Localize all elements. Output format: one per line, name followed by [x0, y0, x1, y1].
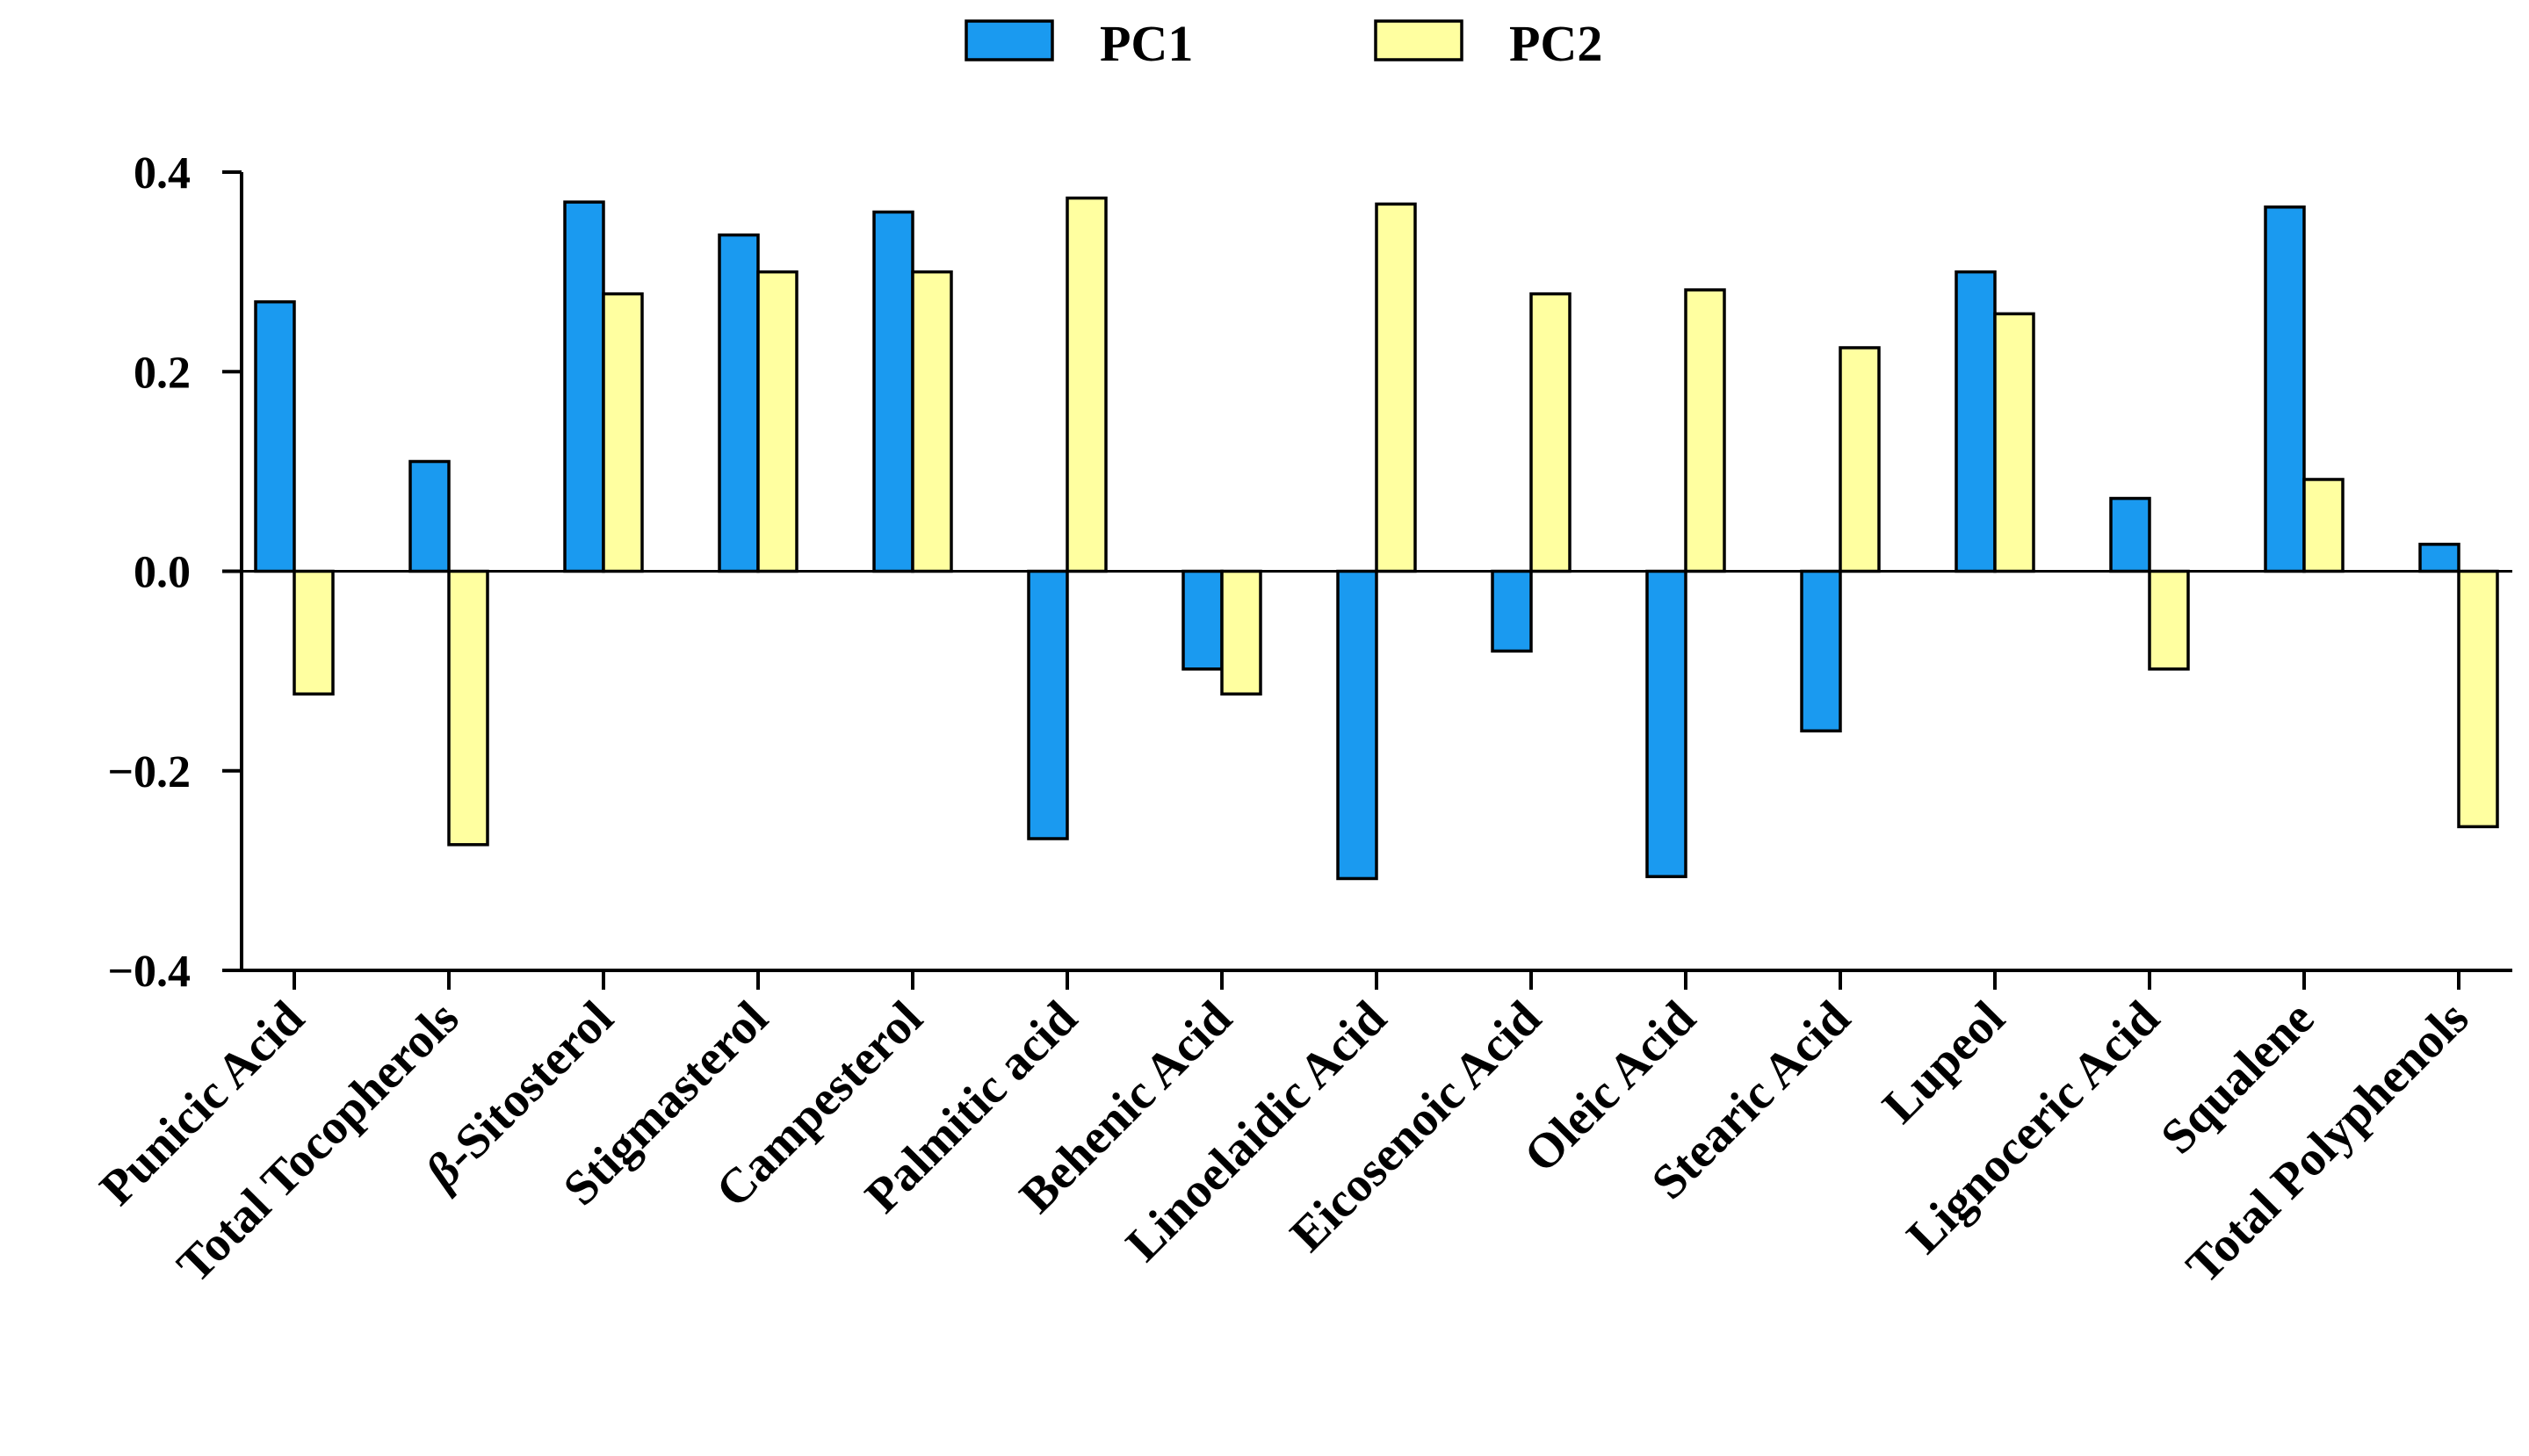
bar-pc1: [2264, 205, 2306, 573]
bars: [254, 196, 2499, 881]
bar-pc2: [293, 569, 335, 696]
legend-swatch-pc2: [1374, 19, 1463, 61]
y-tick-label: 0.4: [134, 148, 191, 198]
bar-pc1: [2418, 543, 2460, 573]
bar-pc2: [2302, 478, 2345, 573]
bar-pc1: [1955, 270, 1997, 573]
y-tick-label: −0.4: [107, 947, 191, 997]
bar-pc2: [1066, 196, 1108, 573]
x-tick-label: Total Tocopherols: [167, 991, 469, 1293]
bar-pc1: [1800, 569, 1842, 733]
bar-pc2: [1375, 202, 1417, 573]
bar-pc1: [718, 233, 760, 573]
bar-pc2: [1839, 346, 1881, 573]
bar-pc1: [1027, 569, 1069, 840]
bar-pc2: [602, 292, 644, 573]
bar-pc2: [1220, 569, 1262, 696]
bar-pc2: [756, 270, 798, 573]
bar-pc1: [1645, 569, 1687, 878]
y-tick-label: 0.2: [134, 348, 191, 398]
bar-pc1: [254, 299, 296, 573]
bar-pc1: [1336, 569, 1378, 881]
legend-swatch-pc1: [965, 19, 1054, 61]
bar-pc1: [2109, 496, 2151, 573]
x-tick-label: Total Polyphenols: [2176, 991, 2479, 1294]
bar-pc1: [563, 200, 605, 573]
bar-pc2: [1684, 288, 1726, 573]
x-tick-label: Linoelaidic Acid: [1116, 991, 1397, 1272]
legend-label-pc1: PC1: [1100, 15, 1193, 72]
bar-pc1: [1491, 569, 1533, 653]
bar-pc2: [2148, 569, 2190, 671]
legend-label-pc2: PC2: [1509, 15, 1602, 72]
bar-pc1: [1181, 569, 1224, 671]
bar-pc2: [447, 569, 489, 847]
y-tick-label: 0.0: [134, 548, 191, 598]
bar-pc1: [872, 210, 914, 573]
bar-pc2: [911, 270, 953, 573]
x-tick-label: Lupeol: [1873, 991, 2016, 1134]
bar-pc2: [1993, 312, 2035, 573]
bar-pc1: [408, 459, 451, 573]
y-tick-label: −0.2: [107, 747, 191, 797]
bar-pc2: [2457, 569, 2499, 829]
bar-pc2: [1529, 292, 1572, 573]
legend: PC1 PC2: [965, 15, 1602, 72]
